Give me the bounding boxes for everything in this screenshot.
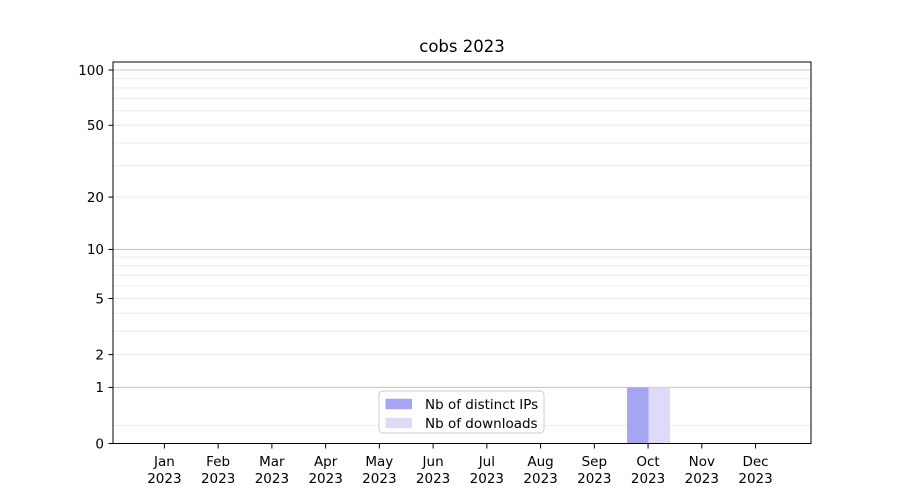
y-tick-label: 0 [95, 436, 104, 452]
y-tick-label: 2 [95, 347, 104, 363]
x-tick-label-month: Feb [206, 454, 230, 470]
gridlines [113, 69, 811, 426]
x-tick-label-month: Jan [153, 454, 175, 470]
chart-title: cobs 2023 [419, 37, 504, 56]
x-tick-label-month: Jun [422, 454, 444, 470]
y-tick-label: 100 [78, 63, 104, 79]
x-tick-label-year: 2023 [308, 471, 342, 487]
y-tick-label: 1 [95, 380, 104, 396]
bar-downloads [648, 387, 671, 444]
legend-label: Nb of distinct IPs [425, 397, 538, 413]
legend-box [378, 390, 545, 434]
x-tick-label-month: Apr [314, 454, 338, 470]
x-tick-label-year: 2023 [416, 471, 450, 487]
x-tick-label-year: 2023 [255, 471, 289, 487]
x-tick-label-year: 2023 [523, 471, 557, 487]
x-tick-label-month: Nov [689, 454, 715, 470]
y-tick-label: 20 [87, 190, 104, 206]
x-tick-label-year: 2023 [631, 471, 665, 487]
bars [627, 387, 671, 444]
axes [108, 61, 812, 449]
plot-border [112, 61, 812, 444]
x-axis-labels: Jan2023Feb2023Mar2023Apr2023May2023Jun20… [147, 454, 772, 487]
bar-distinct-ips [627, 387, 649, 444]
x-tick-label-year: 2023 [685, 471, 719, 487]
x-tick-label-month: Oct [636, 454, 659, 470]
legend-label: Nb of downloads [425, 416, 538, 432]
y-tick-label: 5 [95, 291, 104, 307]
x-tick-label-month: Dec [742, 454, 768, 470]
x-tick-label-month: Mar [259, 454, 285, 470]
x-tick-label-month: Sep [582, 454, 607, 470]
legend-swatch-distinct-ips [385, 398, 412, 410]
x-tick-label-year: 2023 [577, 471, 611, 487]
x-tick-label-month: Jul [478, 454, 495, 470]
x-tick-label-year: 2023 [470, 471, 504, 487]
legend: Nb of distinct IPs Nb of downloads [378, 390, 545, 434]
x-tick-label-year: 2023 [362, 471, 396, 487]
x-tick-label-year: 2023 [147, 471, 181, 487]
y-tick-label: 10 [87, 242, 104, 258]
x-tick-label-year: 2023 [201, 471, 235, 487]
x-tick-label-month: May [365, 454, 393, 470]
legend-swatch-downloads [385, 417, 412, 429]
y-tick-label: 50 [87, 118, 104, 134]
x-tick-label-month: Aug [527, 454, 553, 470]
x-tick-label-year: 2023 [738, 471, 772, 487]
